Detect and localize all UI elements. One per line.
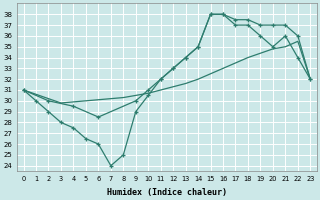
X-axis label: Humidex (Indice chaleur): Humidex (Indice chaleur)	[107, 188, 227, 197]
